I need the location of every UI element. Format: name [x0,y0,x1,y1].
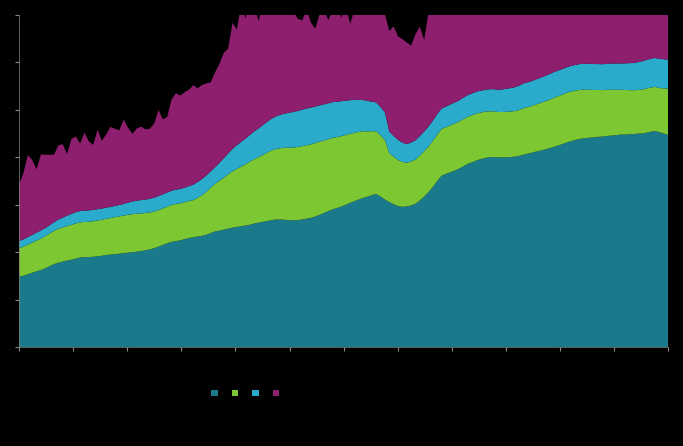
Legend: , , , : , , , [208,384,285,402]
